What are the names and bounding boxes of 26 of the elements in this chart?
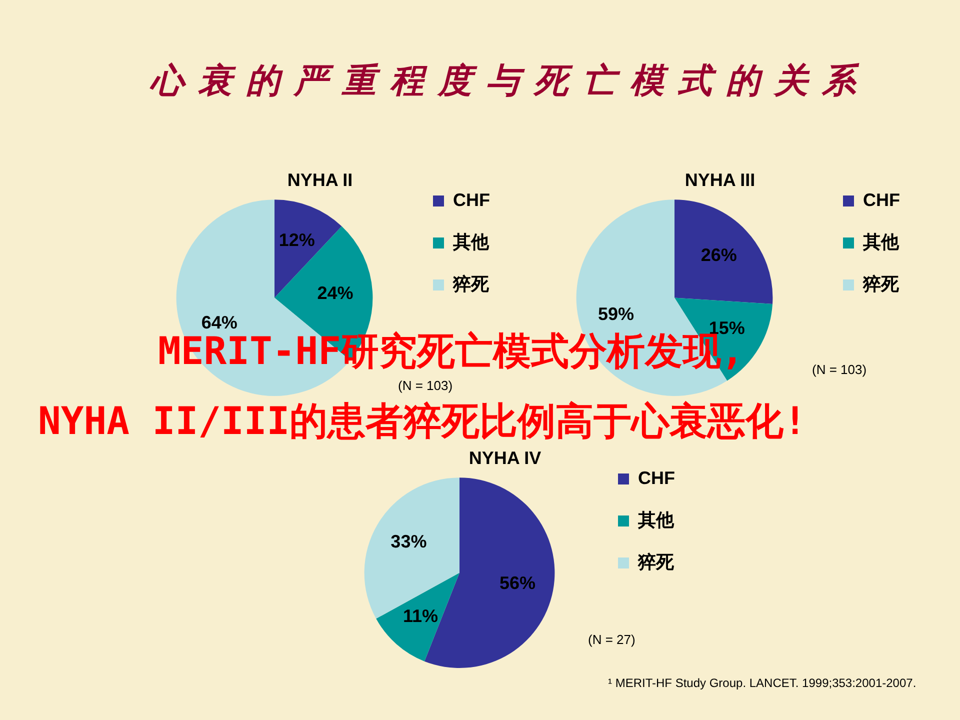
text: NYHA II/III的患者猝死比例高于心衰恶化! xyxy=(38,398,807,445)
data-label: 12% xyxy=(278,230,315,250)
legend-label: 其他 xyxy=(637,510,676,530)
legend-label: 猝死 xyxy=(637,552,676,572)
data-label: 24% xyxy=(317,282,354,303)
legend-label: CHF xyxy=(453,190,490,210)
legend-label: 猝死 xyxy=(452,274,490,294)
chart-title: NYHA II xyxy=(287,170,353,190)
data-label: 56% xyxy=(499,572,536,593)
data-label: 59% xyxy=(598,304,634,324)
text: (N = 103) xyxy=(398,378,453,393)
data-label: 11% xyxy=(402,606,438,626)
legend-label: 其他 xyxy=(862,232,900,252)
text: 心衰的严重程度与死亡模式的关系 xyxy=(150,60,871,103)
text: ¹ MERIT-HF Study Group. LANCET. 1999;353:2001-2007. xyxy=(608,676,916,690)
chart-title: NYHA IV xyxy=(468,448,542,468)
data-label: 33% xyxy=(390,532,427,552)
data-label: 64% xyxy=(201,312,238,333)
legend-label: 猝死 xyxy=(862,274,900,294)
text: (N = 27) xyxy=(588,632,636,647)
legend-label: CHF xyxy=(863,190,900,210)
text: (N = 103) xyxy=(812,362,867,377)
legend-label: 其他 xyxy=(452,232,490,252)
chart-title: NYHA III xyxy=(684,170,756,190)
data-label: 26% xyxy=(700,245,737,266)
legend-label: CHF xyxy=(638,468,676,488)
